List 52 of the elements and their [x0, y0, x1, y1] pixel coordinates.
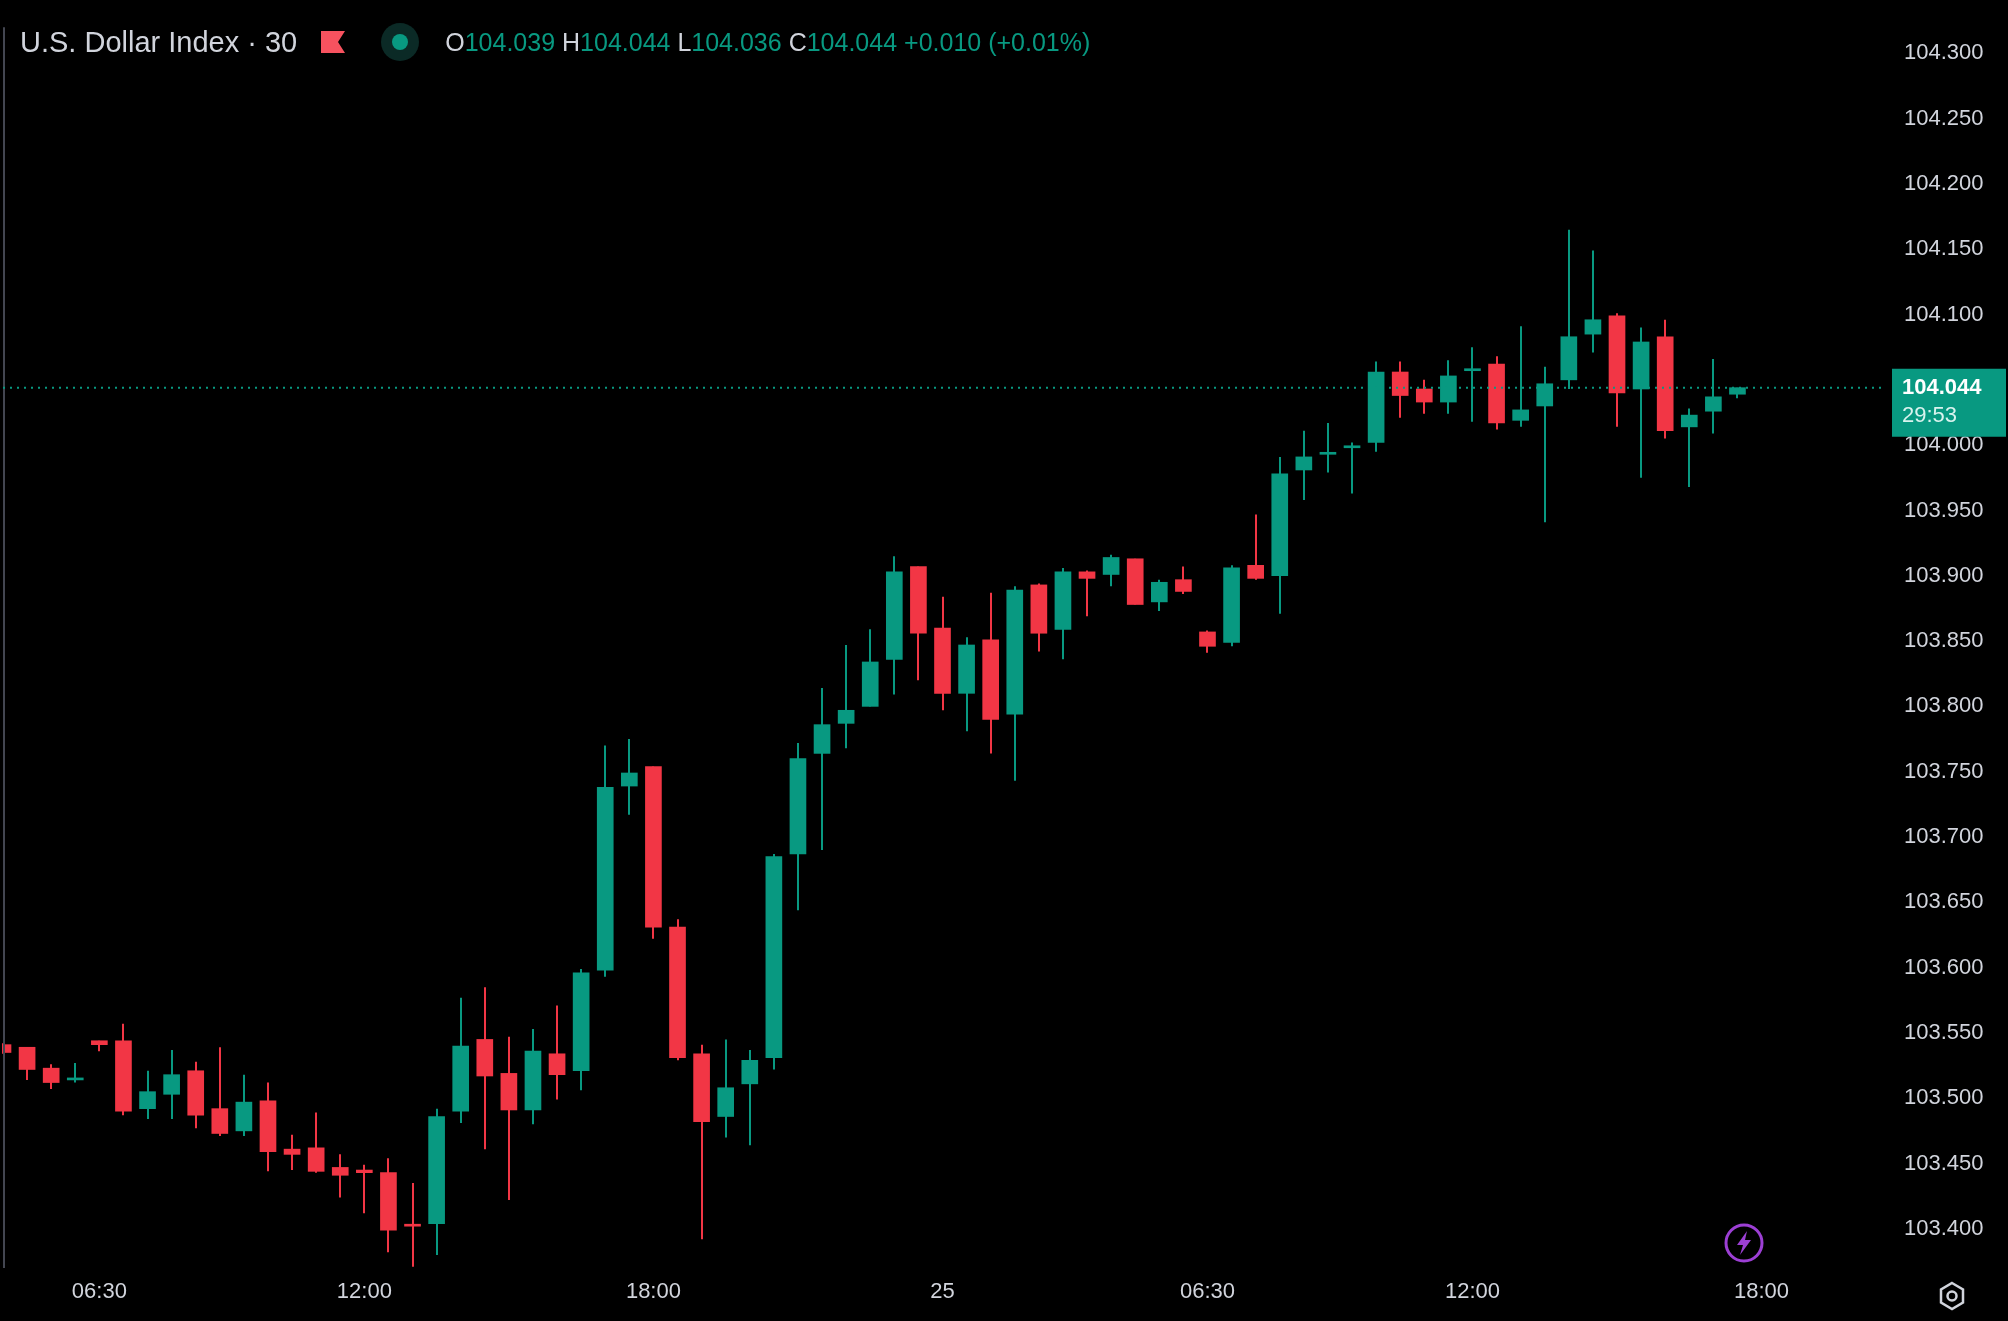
candlestick — [1102, 553, 1120, 588]
text: 29:53 — [1902, 401, 1958, 427]
y-tick-label: 104.200 — [1904, 170, 1984, 195]
chart-title: U.S. Dollar Index · 30 — [20, 25, 298, 59]
candlestick — [1584, 249, 1602, 354]
candlestick — [1247, 513, 1264, 581]
candlestick — [331, 1153, 349, 1199]
candlestick — [1680, 407, 1698, 488]
y-tick-label: 103.850 — [1904, 627, 1984, 653]
candlestick — [621, 738, 638, 816]
y-tick-label: 104.150 — [1904, 235, 1984, 261]
candlestick — [42, 1063, 60, 1091]
ref-line-label: 104.044 — [1902, 373, 1983, 399]
candlestick — [548, 1004, 566, 1101]
x-tick-label: 12:00 — [1444, 1278, 1501, 1304]
y-tick-label: 104.000 — [1904, 431, 1984, 457]
candlestick — [1343, 441, 1361, 495]
x-tick-label: 06:30 — [71, 1278, 127, 1304]
candlestick — [283, 1133, 301, 1172]
text: O104.039 H104.044 L104.036 C104.044 +0.010 (+0.01%) — [445, 27, 1091, 56]
candlestick — [837, 643, 855, 750]
y-tick-label: 103.650 — [1904, 888, 1984, 914]
x-tick-label: 25 — [930, 1278, 955, 1304]
x-tick-label: 18:00 — [1734, 1278, 1790, 1304]
y-tick-label: 103.450 — [1904, 1149, 1984, 1175]
y-tick-label: 103.550 — [1904, 1018, 1984, 1044]
candlestick — [1175, 565, 1192, 596]
candlestick — [404, 1182, 421, 1268]
y-tick-label: 103.750 — [1904, 757, 1984, 783]
candlestick — [139, 1069, 156, 1121]
candlestick — [1295, 429, 1313, 502]
candlestick — [18, 1046, 36, 1081]
candlestick — [1199, 629, 1216, 654]
candlestick — [1150, 578, 1168, 613]
y-tick-label: 104.250 — [1904, 104, 1984, 130]
y-tick-label: 103.800 — [1904, 692, 1984, 718]
candlestick — [1319, 421, 1337, 474]
y-tick-label: 103.900 — [1904, 561, 1984, 587]
x-tick-label: 12:00 — [336, 1278, 392, 1304]
y-tick-label: 104.300 — [1904, 39, 1984, 65]
candlestick — [1415, 378, 1433, 415]
y-tick-label: 103.400 — [1904, 1214, 1984, 1240]
candlestick — [356, 1163, 373, 1215]
candlestick — [1078, 569, 1096, 618]
candlestick — [163, 1048, 180, 1121]
x-tick-label: 18:00 — [625, 1278, 681, 1304]
y-tick-label: 104.100 — [1904, 300, 1984, 326]
y-tick-label: 103.700 — [1904, 823, 1984, 849]
y-tick-label: 103.500 — [1904, 1084, 1984, 1110]
y-tick-label: 103.950 — [1904, 496, 1984, 522]
y-tick-label: 103.600 — [1904, 953, 1984, 979]
x-tick-label: 06:30 — [1179, 1278, 1236, 1304]
